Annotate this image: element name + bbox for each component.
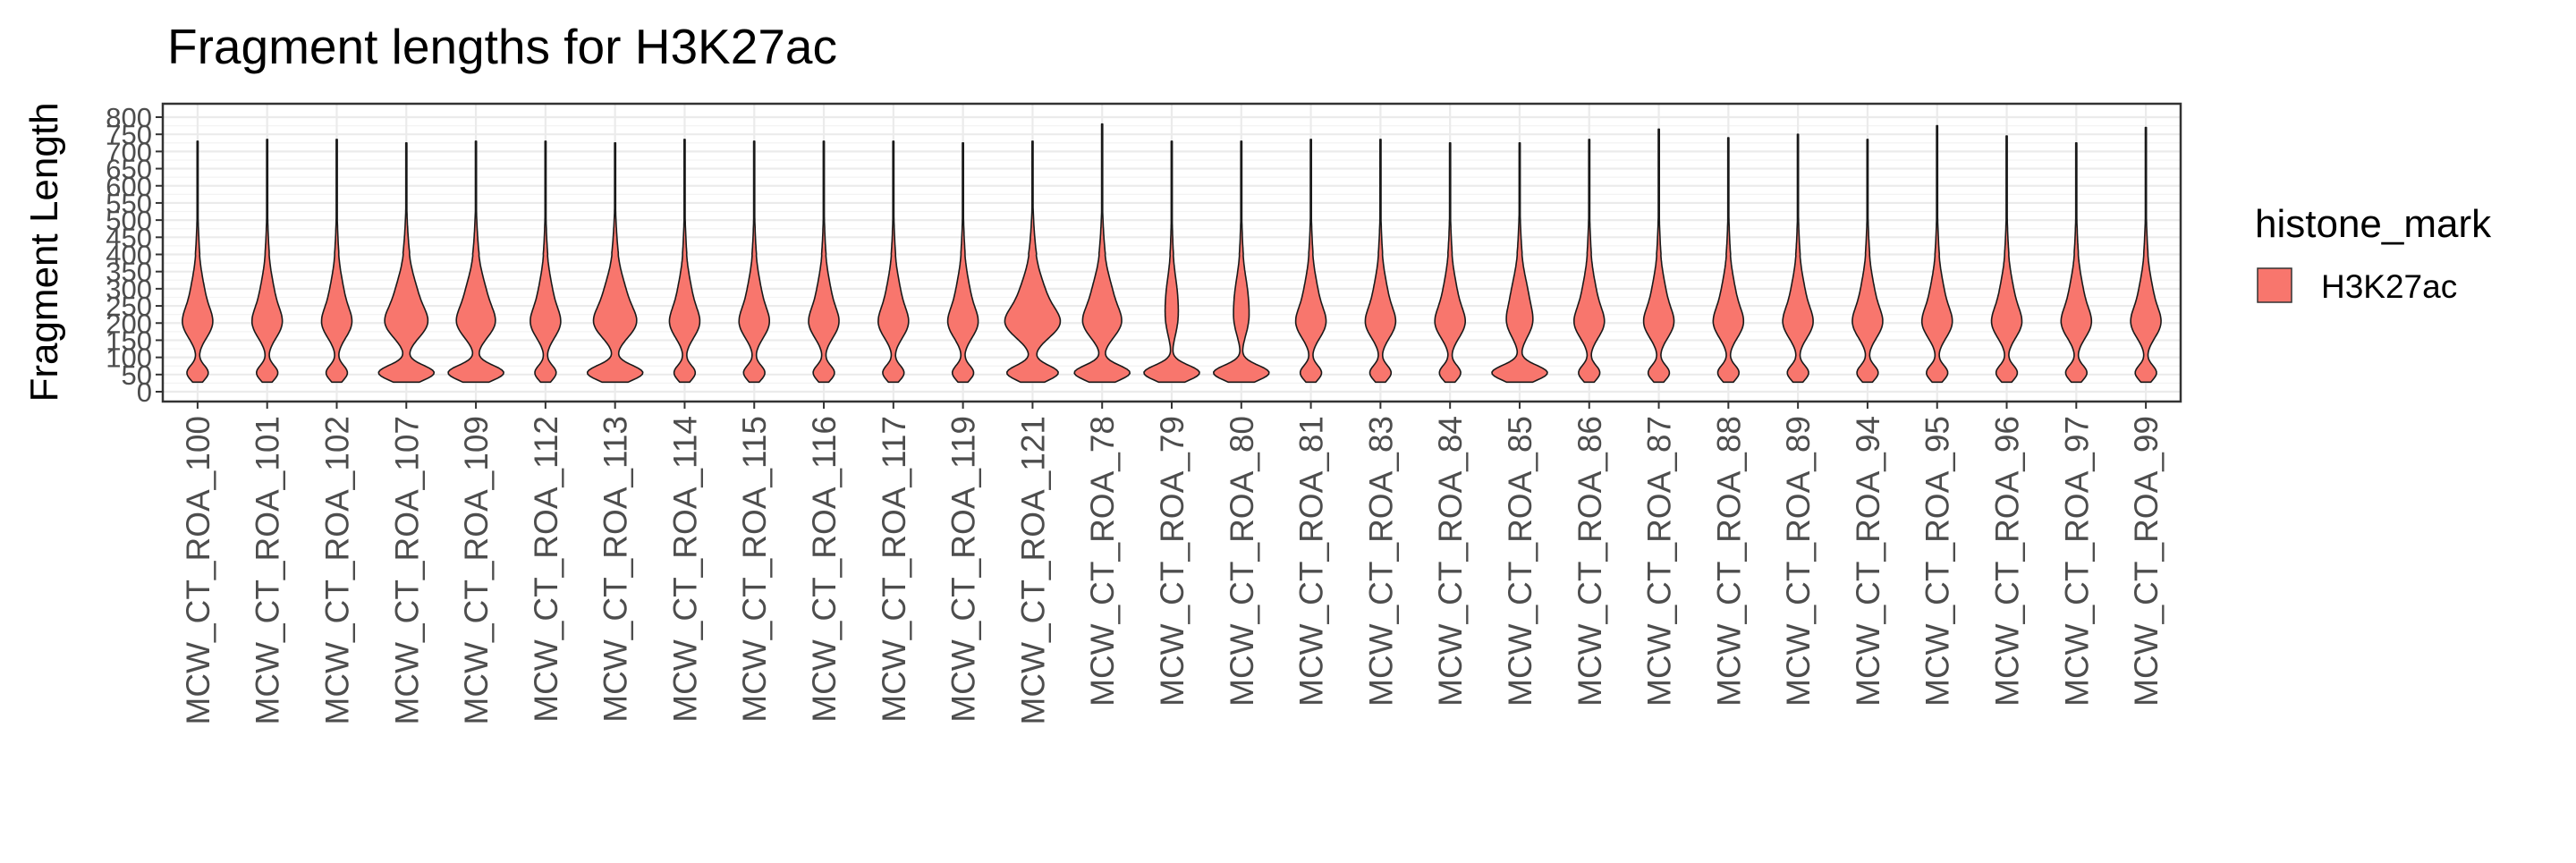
x-tick-label: MCW_CT_ROA_84 [1432, 416, 1469, 706]
y-tick-label: 450 [106, 222, 152, 253]
chart-title: Fragment lengths for H3K27ac [167, 19, 837, 74]
x-tick-label: MCW_CT_ROA_100 [180, 416, 216, 724]
y-tick-label: 0 [137, 377, 152, 408]
violin-MCW_CT_ROA_94 [1852, 139, 1884, 384]
x-tick-label: MCW_CT_ROA_85 [1502, 416, 1538, 706]
x-tick-label: MCW_CT_ROA_89 [1780, 416, 1817, 706]
legend-title: histone_mark [2255, 202, 2492, 246]
x-tick-label: MCW_CT_ROA_79 [1154, 416, 1191, 706]
y-tick-label: 100 [106, 343, 152, 374]
y-tick-label: 700 [106, 136, 152, 167]
x-tick-label: MCW_CT_ROA_114 [666, 416, 703, 723]
violin-MCW_CT_ROA_87 [1642, 128, 1675, 384]
x-tick-label: MCW_CT_ROA_119 [945, 416, 982, 723]
y-tick-label: 500 [106, 205, 152, 236]
violin-MCW_CT_ROA_86 [1573, 139, 1606, 384]
y-tick-label: 300 [106, 274, 152, 305]
y-tick-label: 150 [106, 325, 152, 356]
x-tick-label: MCW_CT_ROA_99 [2128, 416, 2165, 706]
y-tick-label: 400 [106, 240, 152, 271]
x-tick-label: MCW_CT_ROA_117 [876, 416, 912, 723]
violin-MCW_CT_ROA_109 [447, 140, 504, 384]
violin-MCW_CT_ROA_116 [808, 140, 840, 384]
violin-MCW_CT_ROA_78 [1073, 123, 1131, 384]
x-tick-label: MCW_CT_ROA_107 [388, 416, 425, 724]
violin-MCW_CT_ROA_117 [877, 140, 910, 384]
violin-MCW_CT_ROA_107 [377, 142, 436, 384]
legend: histone_mark H3K27ac [2255, 202, 2492, 305]
x-tick-label: MCW_CT_ROA_88 [1710, 416, 1747, 706]
violin-MCW_CT_ROA_114 [668, 139, 701, 384]
legend-label-h3k27ac: H3K27ac [2321, 268, 2457, 305]
violin-MCW_CT_ROA_81 [1294, 139, 1327, 384]
violin-MCW_CT_ROA_89 [1782, 133, 1814, 384]
x-tick-label: MCW_CT_ROA_95 [1919, 416, 1956, 706]
y-tick-label: 200 [106, 308, 152, 339]
x-tick-label: MCW_CT_ROA_109 [458, 416, 495, 724]
x-axis: MCW_CT_ROA_100 MCW_CT_ROA_101 MCW_CT_ROA_1… [180, 402, 2165, 724]
violin-MCW_CT_ROA_84 [1434, 142, 1466, 384]
x-tick-label: MCW_CT_ROA_86 [1572, 416, 1608, 706]
y-axis-title: Fragment Length [22, 102, 66, 402]
violin-MCW_CT_ROA_121 [1004, 140, 1062, 384]
y-tick-label: 250 [106, 291, 152, 322]
x-tick-label: MCW_CT_ROA_97 [2058, 416, 2095, 706]
x-tick-label: MCW_CT_ROA_102 [318, 416, 355, 724]
violin-MCW_CT_ROA_99 [2130, 126, 2162, 384]
y-tick-label: 550 [106, 188, 152, 219]
x-tick-label: MCW_CT_ROA_83 [1362, 416, 1399, 706]
violin-MCW_CT_ROA_113 [586, 142, 644, 384]
violin-MCW_CT_ROA_80 [1213, 140, 1270, 384]
y-tick-label: 350 [106, 257, 152, 288]
x-tick-label: MCW_CT_ROA_80 [1224, 416, 1260, 706]
violin-MCW_CT_ROA_83 [1364, 139, 1397, 384]
y-tick-label: 50 [122, 360, 152, 391]
violin-MCW_CT_ROA_96 [1990, 135, 2023, 384]
x-tick-label: MCW_CT_ROA_113 [597, 416, 634, 723]
violin-MCW_CT_ROA_102 [320, 139, 353, 384]
violin-MCW_CT_ROA_112 [530, 140, 562, 384]
violin-MCW_CT_ROA_97 [2060, 142, 2093, 384]
y-tick-label: 600 [106, 171, 152, 202]
legend-key-h3k27ac [2257, 267, 2292, 303]
violin-MCW_CT_ROA_119 [946, 142, 979, 384]
x-tick-label: MCW_CT_ROA_96 [1989, 416, 2026, 706]
violins [182, 123, 2162, 384]
violin-MCW_CT_ROA_115 [738, 140, 770, 384]
y-axis: 0501001502002503003504004505005506006507… [106, 102, 163, 408]
x-tick-label: MCW_CT_ROA_87 [1641, 416, 1678, 706]
x-tick-label: MCW_CT_ROA_116 [806, 416, 843, 723]
y-tick-label: 750 [106, 119, 152, 150]
y-tick-label: 650 [106, 154, 152, 185]
x-tick-label: MCW_CT_ROA_115 [736, 416, 773, 723]
y-tick-label: 800 [106, 102, 152, 133]
x-tick-label: MCW_CT_ROA_121 [1014, 416, 1051, 724]
x-tick-label: MCW_CT_ROA_78 [1084, 416, 1121, 706]
x-tick-label: MCW_CT_ROA_112 [528, 416, 564, 723]
x-tick-label: MCW_CT_ROA_81 [1293, 416, 1330, 706]
violin-MCW_CT_ROA_95 [1920, 124, 1953, 384]
x-tick-label: MCW_CT_ROA_101 [250, 416, 286, 724]
violin-MCW_CT_ROA_100 [182, 140, 214, 384]
x-tick-label: MCW_CT_ROA_94 [1850, 416, 1886, 706]
violin-MCW_CT_ROA_88 [1712, 137, 1745, 384]
violin-MCW_CT_ROA_101 [250, 139, 284, 384]
violin-MCW_CT_ROA_79 [1143, 140, 1200, 384]
violin-MCW_CT_ROA_85 [1491, 142, 1548, 384]
